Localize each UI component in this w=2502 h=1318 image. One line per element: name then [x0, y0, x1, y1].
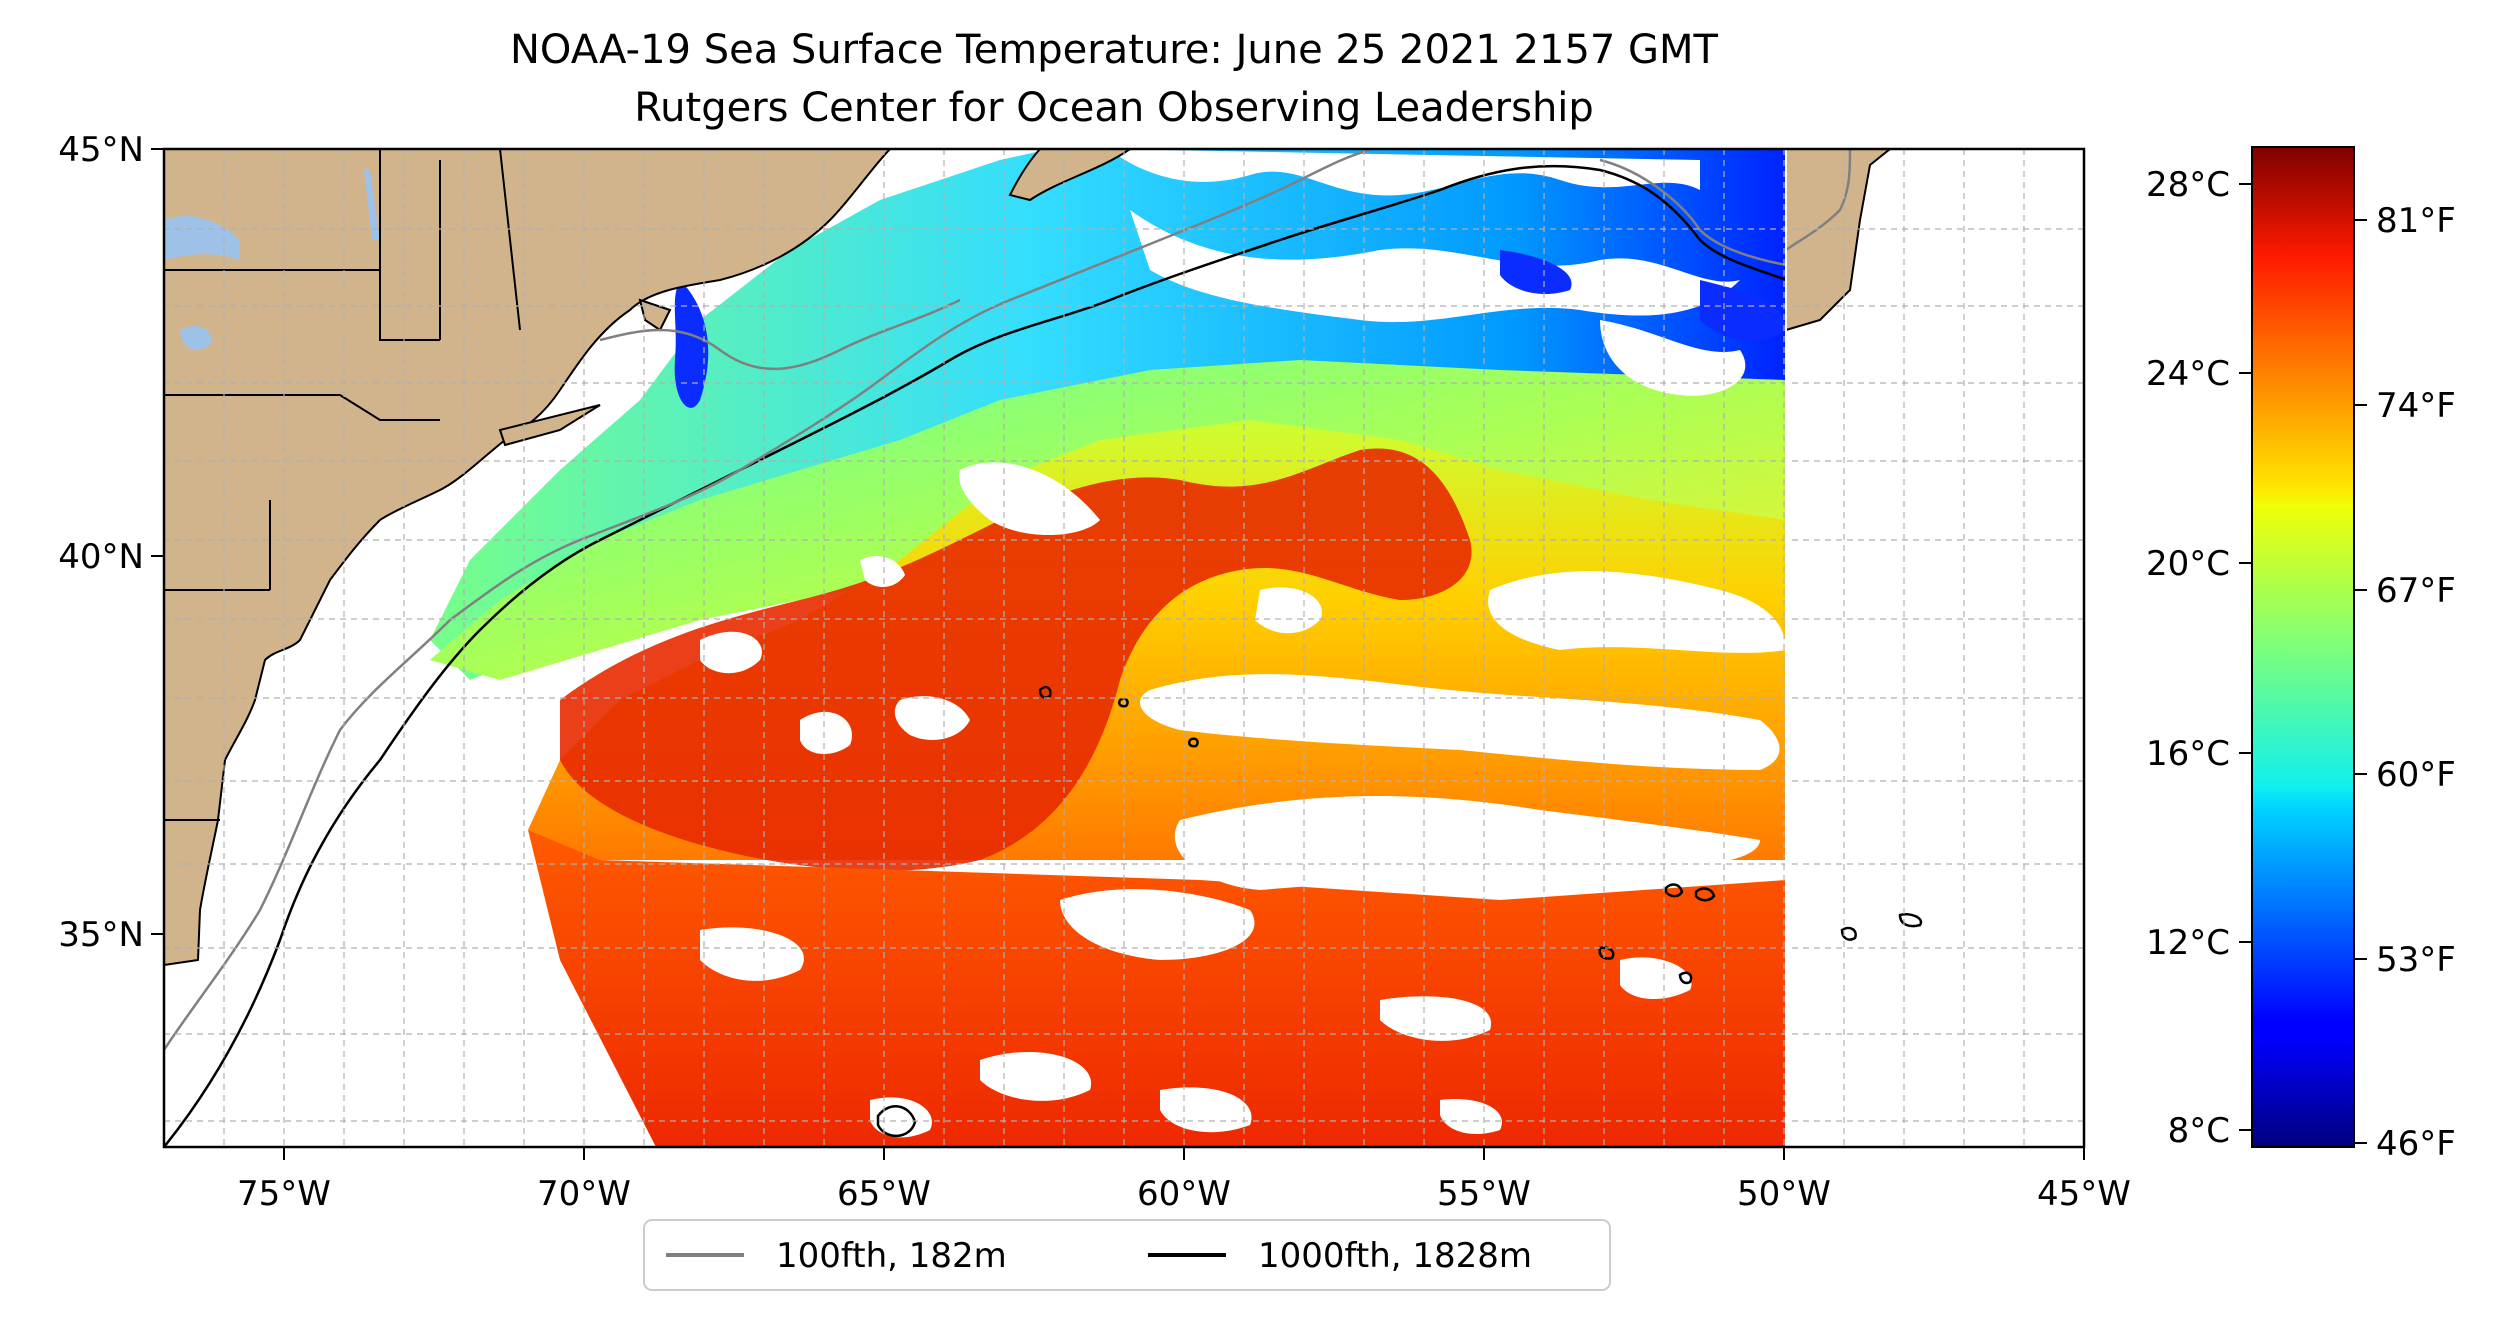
- title-line-2: Rutgers Center for Ocean Observing Leade…: [634, 85, 1594, 131]
- celsius-tick-label: 20°C: [2146, 544, 2230, 584]
- sst-south-band: [528, 830, 1786, 1147]
- fahrenheit-tick-label: 74°F: [2376, 386, 2456, 426]
- fahrenheit-tick-label: 53°F: [2376, 940, 2456, 980]
- lon-tick-label: 55°W: [1437, 1174, 1531, 1214]
- colorbar-gradient: [2251, 146, 2355, 1148]
- land: [164, 149, 1892, 967]
- cold-patches: [674, 250, 1786, 408]
- lat-tick-label: 45°N: [58, 130, 144, 170]
- nova-scotia: [1008, 149, 1132, 202]
- sst-gulf-stream: [560, 448, 1472, 871]
- celsius-tick-label: 16°C: [2146, 734, 2230, 774]
- celsius-tick-label: 28°C: [2146, 165, 2230, 205]
- fahrenheit-tick-label: 67°F: [2376, 571, 2456, 611]
- seamount-10: [1678, 971, 1693, 985]
- cloud-masks: [700, 149, 1786, 1138]
- long-island: [498, 404, 601, 447]
- lat-axis: 45°N 40°N 35°N: [58, 130, 164, 955]
- seamount-6: [1038, 685, 1052, 699]
- state-borders: [164, 149, 521, 821]
- lat-tick-label: 35°N: [58, 915, 144, 955]
- seamount-8: [1188, 737, 1199, 748]
- map-area: [164, 149, 2084, 1147]
- sst-swath: [430, 149, 1786, 1147]
- legend: 100fth, 182m 1000fth, 1828m: [643, 1219, 1611, 1291]
- map-frame: [162, 147, 2086, 1149]
- lon-tick-label: 65°W: [837, 1174, 931, 1214]
- lakes: [164, 170, 380, 350]
- celsius-tick-label: 12°C: [2146, 923, 2230, 963]
- seamount-2: [1664, 883, 1684, 898]
- graticule: [164, 149, 2084, 1147]
- lat-tick-label: 40°N: [58, 537, 144, 577]
- lon-tick-label: 45°W: [2037, 1174, 2131, 1214]
- fahrenheit-tick-label: 60°F: [2376, 755, 2456, 795]
- legend-label-100fth: 100fth, 182m: [776, 1236, 1007, 1276]
- celsius-tick-label: 24°C: [2146, 354, 2230, 394]
- lon-tick-label: 50°W: [1737, 1174, 1831, 1214]
- seamount-5: [1898, 913, 1923, 928]
- seamount-3: [1694, 887, 1716, 902]
- legend-label-1000fth: 1000fth, 1828m: [1258, 1236, 1532, 1276]
- lon-tick-label: 60°W: [1137, 1174, 1231, 1214]
- north-american-coast: [164, 149, 892, 967]
- title-line-1: NOAA-19 Sea Surface Temperature: June 25…: [510, 27, 1719, 73]
- lon-axis: 75°W 70°W 65°W 60°W 55°W 50°W 45°W: [237, 1147, 2131, 1214]
- newfoundland: [1785, 149, 1892, 332]
- celsius-tick-label: 8°C: [2168, 1111, 2230, 1151]
- fahrenheit-tick-label: 46°F: [2376, 1124, 2456, 1164]
- legend-box: [643, 1219, 1611, 1291]
- isobath-100fth: [164, 149, 1852, 1051]
- lon-tick-label: 70°W: [537, 1174, 631, 1214]
- lon-tick-label: 75°W: [237, 1174, 331, 1214]
- colorbar: 8°C 12°C 16°C 20°C 24°C 28°C 46°F 53°F 6…: [2146, 146, 2456, 1164]
- fahrenheit-tick-label: 81°F: [2376, 201, 2456, 241]
- seamount-7: [1118, 697, 1129, 708]
